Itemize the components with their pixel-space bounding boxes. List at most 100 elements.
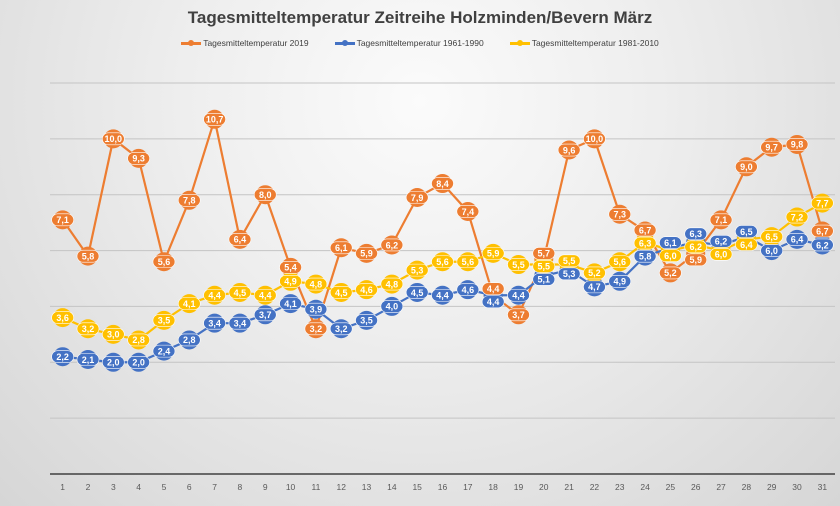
x-tick-label: 17 (463, 482, 473, 492)
series-line (62, 202, 823, 342)
data-label-bubble (431, 177, 454, 190)
data-label-bubble (253, 308, 277, 322)
data-label: 5,4 (284, 263, 297, 273)
data-label-bubble (684, 240, 708, 254)
data-label: 4,6 (462, 285, 475, 295)
data-label: 6,4 (740, 240, 753, 250)
data-label-bubble (760, 140, 783, 154)
data-label-bubble (304, 302, 328, 316)
data-label: 2,8 (183, 335, 196, 345)
x-tick-label: 5 (162, 482, 167, 492)
data-label: 6,0 (664, 251, 677, 261)
data-label: 4,5 (335, 288, 348, 298)
data-label: 10,0 (586, 134, 604, 144)
data-label: 5,1 (538, 275, 551, 285)
data-label-bubble (507, 288, 530, 302)
x-tick-label: 7 (212, 482, 217, 492)
data-label-bubble (355, 247, 378, 260)
data-label-bubble (456, 283, 480, 296)
data-label-bubble (355, 314, 378, 327)
data-label: 5,8 (82, 251, 95, 261)
data-label-bubble (785, 138, 809, 151)
data-label: 4,6 (360, 285, 373, 295)
data-label-bubble (684, 253, 708, 267)
x-tick-label: 10 (286, 482, 296, 492)
x-tick-label: 27 (716, 482, 726, 492)
data-label-bubble (253, 288, 277, 302)
data-label-bubble (760, 230, 783, 243)
data-label: 5,5 (538, 262, 551, 272)
chart-title: Tagesmitteltemperatur Zeitreihe Holzmind… (187, 8, 653, 27)
data-label: 6,3 (689, 229, 702, 239)
data-label: 5,6 (614, 257, 627, 267)
data-label-bubble (785, 233, 809, 246)
data-label: 5,9 (487, 249, 500, 259)
data-label-bubble (355, 283, 378, 296)
data-label: 4,4 (259, 291, 272, 301)
data-label: 3,7 (259, 310, 272, 320)
data-label: 7,8 (183, 196, 196, 206)
x-tick-label: 19 (514, 482, 524, 492)
data-label: 2,0 (132, 358, 145, 368)
data-label: 2,8 (132, 335, 145, 345)
data-label-bubble (51, 213, 74, 227)
data-label-bubble (203, 113, 226, 126)
data-label: 5,8 (639, 251, 652, 261)
x-tick-label: 22 (590, 482, 600, 492)
data-label-bubble (405, 263, 429, 277)
data-label-bubble (304, 322, 328, 336)
data-label: 9,8 (791, 140, 804, 150)
data-label: 8,4 (436, 179, 449, 189)
data-label-bubble (177, 297, 201, 310)
data-label: 3,5 (158, 316, 171, 326)
data-label: 3,2 (335, 324, 348, 334)
data-label-bubble (127, 355, 150, 369)
data-label: 2,0 (107, 358, 120, 368)
data-label: 5,5 (512, 260, 525, 270)
data-label-bubble (102, 132, 125, 146)
x-tick-label: 4 (136, 482, 141, 492)
data-label-bubble (456, 255, 480, 269)
data-label-bubble (735, 225, 758, 238)
x-tick-label: 13 (362, 482, 372, 492)
data-label-bubble (304, 277, 328, 291)
data-label-bubble (51, 311, 74, 324)
data-label-bubble (811, 224, 834, 238)
data-label-bubble (583, 132, 606, 146)
data-label: 7,1 (715, 215, 728, 225)
data-label-bubble (76, 249, 100, 263)
data-label-bubble (481, 282, 505, 296)
data-label-bubble (127, 333, 150, 347)
data-label: 7,4 (462, 207, 475, 217)
data-label: 4,8 (310, 279, 323, 289)
data-label: 6,2 (386, 240, 399, 250)
data-label: 6,0 (715, 250, 728, 260)
data-label-bubble (253, 188, 277, 202)
x-tick-label: 16 (438, 482, 448, 492)
data-label-bubble (431, 288, 454, 302)
data-label-bubble (329, 322, 353, 336)
data-label: 4,4 (208, 291, 221, 301)
data-label: 9,6 (563, 145, 576, 155)
data-label-bubble (203, 288, 226, 302)
data-label: 9,7 (765, 143, 778, 153)
x-tick-label: 12 (336, 482, 346, 492)
data-label: 10,0 (105, 134, 123, 144)
data-label: 4,7 (588, 282, 601, 292)
data-label: 5,2 (664, 268, 677, 278)
x-tick-label: 18 (488, 482, 498, 492)
data-label-bubble (279, 261, 302, 274)
data-label-bubble (709, 247, 733, 261)
data-label: 10,7 (206, 115, 224, 125)
legend-item-1981-2010: Tagesmitteltemperatur 1981-2010 (509, 38, 659, 48)
data-label-bubble (532, 273, 556, 286)
data-label-bubble (279, 274, 302, 288)
data-label-bubble (608, 207, 632, 221)
data-label-bubble (76, 353, 100, 366)
x-tick-label: 25 (666, 482, 676, 492)
legend-swatch (181, 39, 202, 46)
legend-swatch (334, 39, 355, 46)
data-label: 9,0 (740, 162, 753, 172)
data-label-bubble (456, 205, 480, 218)
